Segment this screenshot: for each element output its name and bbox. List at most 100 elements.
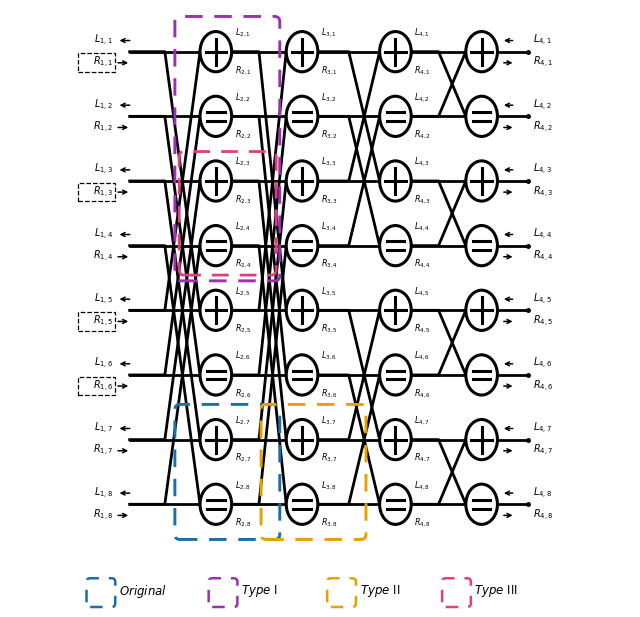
Text: $R_{1,3}$: $R_{1,3}$: [93, 184, 113, 200]
Text: $R_{1,1}$: $R_{1,1}$: [93, 56, 113, 70]
Text: $L_{3,8}$: $L_{3,8}$: [321, 479, 337, 492]
Text: $L_{2,1}$: $L_{2,1}$: [234, 27, 250, 39]
Text: $\it{Type}$ III: $\it{Type}$ III: [474, 583, 518, 599]
Text: $R_{1,6}$: $R_{1,6}$: [93, 379, 113, 394]
Ellipse shape: [466, 484, 497, 524]
Text: $R_{4,8}$: $R_{4,8}$: [532, 508, 553, 523]
Text: $R_{4,6}$: $R_{4,6}$: [532, 379, 553, 394]
Text: $R_{3,7}$: $R_{3,7}$: [321, 452, 338, 465]
Ellipse shape: [286, 484, 318, 524]
Ellipse shape: [380, 96, 412, 136]
Text: $L_{3,3}$: $L_{3,3}$: [321, 156, 337, 168]
Text: $\it{Type}$ I: $\it{Type}$ I: [241, 583, 278, 599]
Text: $L_{2,4}$: $L_{2,4}$: [234, 221, 251, 233]
Text: $L_{1,2}$: $L_{1,2}$: [94, 97, 113, 113]
Ellipse shape: [200, 420, 232, 460]
Ellipse shape: [286, 96, 318, 136]
Text: $L_{3,2}$: $L_{3,2}$: [321, 91, 337, 104]
Text: $R_{2,3}$: $R_{2,3}$: [234, 194, 252, 206]
Ellipse shape: [380, 484, 412, 524]
Ellipse shape: [200, 161, 232, 201]
Text: $L_{2,5}$: $L_{2,5}$: [234, 286, 250, 298]
Text: $L_{4,3}$: $L_{4,3}$: [414, 156, 430, 168]
Text: $R_{4,2}$: $R_{4,2}$: [414, 129, 431, 141]
Ellipse shape: [286, 420, 318, 460]
Text: $R_{3,8}$: $R_{3,8}$: [321, 517, 338, 529]
Text: $R_{1,8}$: $R_{1,8}$: [93, 508, 113, 523]
Ellipse shape: [380, 420, 412, 460]
Text: $R_{1,4}$: $R_{1,4}$: [93, 249, 113, 264]
Text: $R_{3,1}$: $R_{3,1}$: [321, 64, 338, 77]
Ellipse shape: [466, 31, 497, 72]
Text: $L_{3,6}$: $L_{3,6}$: [321, 350, 337, 362]
Ellipse shape: [466, 96, 497, 136]
Text: $L_{4,8}$: $L_{4,8}$: [414, 479, 430, 492]
Text: $R_{2,5}$: $R_{2,5}$: [234, 323, 252, 335]
Text: $R_{4,1}$: $R_{4,1}$: [532, 56, 553, 70]
Text: $L_{2,8}$: $L_{2,8}$: [234, 479, 250, 492]
Text: $R_{4,3}$: $R_{4,3}$: [414, 194, 431, 206]
Text: $L_{1,4}$: $L_{1,4}$: [94, 227, 113, 242]
Text: $R_{3,4}$: $R_{3,4}$: [321, 258, 338, 270]
Text: $L_{2,2}$: $L_{2,2}$: [234, 91, 250, 104]
Ellipse shape: [200, 290, 232, 331]
Text: $R_{3,3}$: $R_{3,3}$: [321, 194, 338, 206]
Ellipse shape: [466, 290, 497, 331]
Ellipse shape: [380, 31, 412, 72]
Text: $L_{2,3}$: $L_{2,3}$: [234, 156, 250, 168]
Text: $R_{4,1}$: $R_{4,1}$: [414, 64, 431, 77]
Ellipse shape: [200, 226, 232, 266]
Text: $L_{4,4}$: $L_{4,4}$: [532, 227, 552, 242]
Text: $L_{1,8}$: $L_{1,8}$: [94, 486, 113, 500]
Text: $L_{3,1}$: $L_{3,1}$: [321, 27, 337, 39]
Text: $R_{1,2}$: $R_{1,2}$: [93, 120, 113, 135]
Text: $R_{2,7}$: $R_{2,7}$: [234, 452, 252, 465]
Text: $L_{3,7}$: $L_{3,7}$: [321, 415, 337, 427]
Text: $R_{4,4}$: $R_{4,4}$: [532, 249, 553, 264]
Text: $\it{Original}$: $\it{Original}$: [119, 582, 167, 600]
Text: $L_{4,1}$: $L_{4,1}$: [414, 27, 430, 39]
Ellipse shape: [200, 484, 232, 524]
Text: $L_{2,7}$: $L_{2,7}$: [234, 415, 250, 427]
Text: $L_{2,6}$: $L_{2,6}$: [234, 350, 250, 362]
Text: $R_{4,6}$: $R_{4,6}$: [414, 387, 431, 400]
Text: $L_{4,5}$: $L_{4,5}$: [532, 292, 552, 307]
Ellipse shape: [286, 31, 318, 72]
Text: $L_{1,7}$: $L_{1,7}$: [94, 421, 113, 436]
Text: $L_{4,2}$: $L_{4,2}$: [414, 91, 430, 104]
Text: $L_{4,3}$: $L_{4,3}$: [532, 162, 552, 178]
Text: $R_{4,3}$: $R_{4,3}$: [532, 184, 553, 200]
Text: $L_{1,6}$: $L_{1,6}$: [94, 356, 113, 371]
Text: $L_{4,7}$: $L_{4,7}$: [414, 415, 430, 427]
Text: $L_{1,1}$: $L_{1,1}$: [94, 33, 113, 48]
Text: $L_{4,6}$: $L_{4,6}$: [414, 350, 430, 362]
Ellipse shape: [380, 290, 412, 331]
Text: $\it{Type}$ II: $\it{Type}$ II: [360, 583, 400, 599]
Ellipse shape: [286, 161, 318, 201]
Text: $L_{4,4}$: $L_{4,4}$: [414, 221, 430, 233]
Ellipse shape: [380, 161, 412, 201]
Text: $R_{1,7}$: $R_{1,7}$: [93, 443, 113, 458]
Ellipse shape: [466, 161, 497, 201]
Text: $L_{4,2}$: $L_{4,2}$: [532, 97, 552, 113]
Text: $R_{3,6}$: $R_{3,6}$: [321, 387, 338, 400]
Text: $R_{1,5}$: $R_{1,5}$: [93, 314, 113, 329]
Text: $R_{4,5}$: $R_{4,5}$: [414, 323, 431, 335]
Text: $L_{4,8}$: $L_{4,8}$: [532, 486, 552, 500]
Text: $L_{4,6}$: $L_{4,6}$: [532, 356, 552, 371]
Ellipse shape: [466, 420, 497, 460]
Text: $R_{3,2}$: $R_{3,2}$: [321, 129, 338, 141]
Text: $R_{2,2}$: $R_{2,2}$: [234, 129, 252, 141]
Ellipse shape: [466, 226, 497, 266]
Ellipse shape: [380, 355, 412, 395]
Text: $R_{2,4}$: $R_{2,4}$: [234, 258, 252, 270]
Ellipse shape: [380, 226, 412, 266]
Text: $R_{2,1}$: $R_{2,1}$: [234, 64, 252, 77]
Ellipse shape: [466, 355, 497, 395]
Text: $L_{1,5}$: $L_{1,5}$: [94, 292, 113, 307]
Ellipse shape: [200, 96, 232, 136]
Text: $R_{3,5}$: $R_{3,5}$: [321, 323, 338, 335]
Ellipse shape: [286, 355, 318, 395]
Text: $R_{2,8}$: $R_{2,8}$: [234, 517, 252, 529]
Text: $L_{3,4}$: $L_{3,4}$: [321, 221, 337, 233]
